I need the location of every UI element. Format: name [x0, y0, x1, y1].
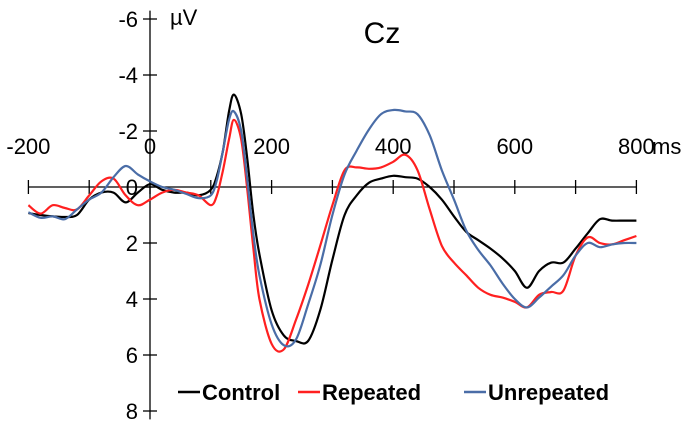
series-line-control [28, 93, 637, 345]
x-tick-label: 200 [253, 134, 290, 159]
series-line-unrepeated [27, 108, 637, 348]
y-tick-label: 8 [126, 399, 138, 424]
x-tick-label: 600 [496, 134, 533, 159]
legend-label-repeated: Repeated [322, 380, 421, 405]
chart-title: Cz [364, 17, 401, 50]
y-tick-label: 2 [126, 231, 138, 256]
y-axis-label: µV [170, 5, 198, 30]
x-tick-label: 0 [144, 134, 156, 159]
x-tick-label: 800 [618, 134, 655, 159]
y-tick-label: -6 [118, 7, 138, 32]
y-tick-label: 4 [126, 287, 138, 312]
legend: Control Repeated Unrepeated [178, 380, 609, 405]
y-tick-label: 6 [126, 343, 138, 368]
legend-label-control: Control [202, 380, 280, 405]
y-tick-label: -2 [118, 119, 138, 144]
legend-label-unrepeated: Unrepeated [488, 380, 609, 405]
x-axis-label: ms [652, 134, 681, 159]
y-tick-label: -4 [118, 63, 138, 88]
x-tick-label: -200 [6, 134, 50, 159]
series-line-repeated [27, 118, 637, 353]
